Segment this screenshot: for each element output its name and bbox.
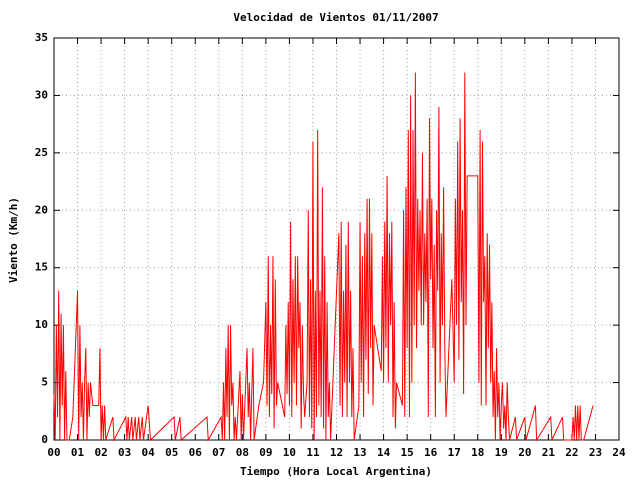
x-axis-label: Tiempo (Hora Local Argentina): [240, 465, 432, 478]
plot-border: [53, 37, 620, 441]
x-tick-label: 03: [118, 446, 131, 459]
x-tick-label: 08: [236, 446, 249, 459]
x-tick-label: 15: [401, 446, 414, 459]
x-tick-label: 01: [71, 446, 85, 459]
x-tick-label: 20: [518, 446, 531, 459]
x-tick-label: 06: [189, 446, 203, 459]
x-tick-label: 19: [495, 446, 508, 459]
y-tick-label: 5: [41, 376, 48, 389]
y-tick-label: 20: [35, 203, 48, 216]
x-tick-label: 12: [330, 446, 343, 459]
x-tick-label: 14: [377, 446, 391, 459]
x-tick-label: 18: [471, 446, 484, 459]
y-tick-label: 25: [35, 146, 48, 159]
x-tick-label: 24: [612, 446, 626, 459]
x-tick-label: 05: [165, 446, 178, 459]
y-tick-label: 10: [35, 318, 48, 331]
x-tick-label: 02: [94, 446, 107, 459]
x-tick-label: 10: [283, 446, 296, 459]
x-tick-label: 00: [47, 446, 60, 459]
x-tick-label: 07: [212, 446, 225, 459]
y-tick-label: 0: [41, 433, 48, 446]
y-tick-label: 30: [35, 88, 48, 101]
x-tick-label: 11: [306, 446, 320, 459]
x-tick-label: 09: [259, 446, 272, 459]
y-axis-label: Viento (Km/h): [7, 197, 20, 283]
x-tick-label: 23: [589, 446, 602, 459]
x-tick-label: 22: [565, 446, 578, 459]
x-tick-label: 17: [448, 446, 461, 459]
chart-title: Velocidad de Vientos 01/11/2007: [233, 11, 438, 24]
x-tick-label: 13: [353, 446, 366, 459]
x-tick-label: 04: [142, 446, 156, 459]
x-tick-label: 21: [542, 446, 556, 459]
wind-line: [53, 72, 594, 442]
y-tick-label: 35: [35, 31, 48, 44]
x-tick-label: 16: [424, 446, 438, 459]
y-tick-label: 15: [35, 261, 48, 274]
